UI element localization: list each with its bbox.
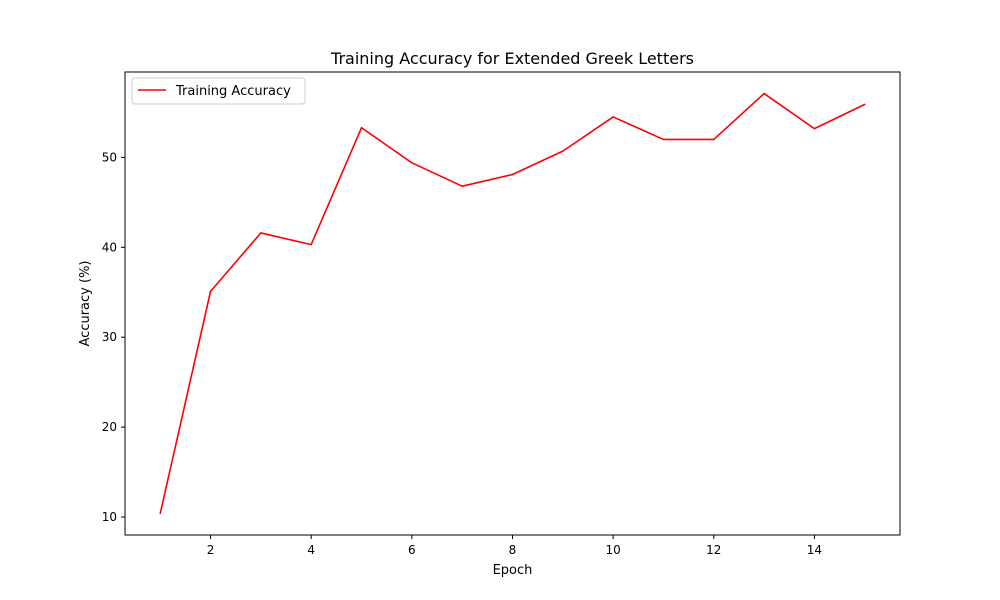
data-point [612, 116, 614, 118]
chart-title: Training Accuracy for Extended Greek Let… [330, 49, 694, 68]
data-point [712, 138, 715, 141]
data-point [813, 127, 816, 130]
x-tick-label: 4 [307, 543, 315, 557]
data-point [360, 126, 363, 129]
x-tick-label: 6 [408, 543, 416, 557]
data-point [662, 138, 665, 141]
x-tick-label: 8 [509, 543, 517, 557]
data-point [260, 232, 262, 234]
x-axis-label: Epoch [493, 563, 533, 578]
y-axis-label: Accuracy (%) [78, 261, 93, 347]
y-tick-label: 30 [102, 330, 117, 344]
legend: Training Accuracy [131, 77, 306, 105]
x-tick-label: 10 [606, 543, 621, 557]
data-point [310, 243, 313, 246]
x-tick-label: 2 [207, 543, 215, 557]
x-tick-label: 14 [807, 543, 822, 557]
y-tick-label: 50 [102, 150, 117, 164]
y-tick-label: 10 [102, 510, 117, 524]
y-axis-ticks: 10 20 30 40 50 [102, 150, 125, 524]
x-axis-ticks: 2 4 6 8 10 12 14 [207, 535, 822, 557]
x-tick-label: 12 [706, 543, 721, 557]
plot-frame [124, 71, 901, 536]
y-tick-label: 40 [102, 240, 117, 254]
data-point [763, 92, 765, 95]
data-point [511, 173, 514, 176]
data-point [863, 103, 866, 106]
series-layer [159, 92, 866, 515]
data-point [562, 150, 564, 152]
legend-box [131, 77, 306, 105]
data-point [411, 162, 413, 164]
data-point [461, 185, 463, 187]
data-point [159, 512, 162, 515]
y-tick-label: 20 [102, 420, 117, 434]
legend-label-training-accuracy: Training Accuracy [175, 84, 291, 99]
data-point [209, 290, 212, 293]
